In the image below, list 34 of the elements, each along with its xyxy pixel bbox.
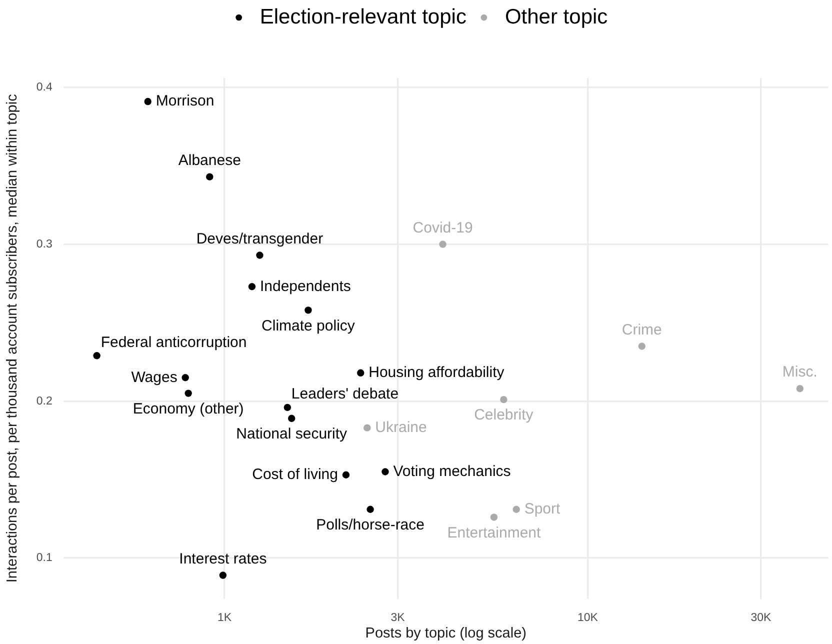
annotation: Albanese [178, 152, 241, 169]
annotation: Federal anticorruption [100, 334, 247, 351]
annotation: Independents [260, 278, 351, 295]
annotation: Crime [622, 321, 662, 338]
y-tick-label: 0.2 [36, 395, 52, 408]
annotation: Covid-19 [412, 219, 473, 236]
y-tick-label: 0.3 [36, 238, 52, 250]
x-tick-label: 10K [577, 612, 598, 624]
annotation: Cost of living [252, 466, 338, 484]
annotation: Polls/horse-race [316, 516, 425, 534]
y-tick-label: 0.4 [36, 82, 53, 94]
y-axis-title: Interactions per post, per thousand account subscribers, median within topic [4, 94, 21, 583]
legend-label: Other topic [504, 5, 608, 28]
annotation: Housing affordability [368, 364, 505, 382]
annotation: National security [236, 426, 348, 443]
annotation: Misc. [782, 364, 818, 381]
annotation: Interest rates [179, 550, 267, 568]
x-tick-label: 1K [217, 612, 232, 624]
y-tick-label: 0.1 [36, 552, 52, 564]
annotation: Entertainment [447, 524, 542, 542]
annotation: Economy (other) [132, 400, 244, 418]
x-tick-label: 30K [750, 612, 772, 624]
annotation: Sport [524, 500, 562, 518]
annotation: Wages [131, 368, 178, 386]
annotation: Voting mechanics [393, 462, 511, 480]
x-tick-label: 3K [390, 612, 406, 624]
x-axis-title: Posts by topic (log scale) [365, 625, 526, 642]
annotation: Celebrity [474, 406, 534, 424]
annotation: Leaders' debate [291, 386, 399, 403]
annotation: Morrison [156, 92, 214, 110]
annotation: Ukraine [375, 418, 427, 436]
legend-label: Election-relevant topic [260, 5, 466, 28]
annotation: Climate policy [262, 317, 356, 334]
annotation: Deves/transgender [196, 230, 324, 248]
